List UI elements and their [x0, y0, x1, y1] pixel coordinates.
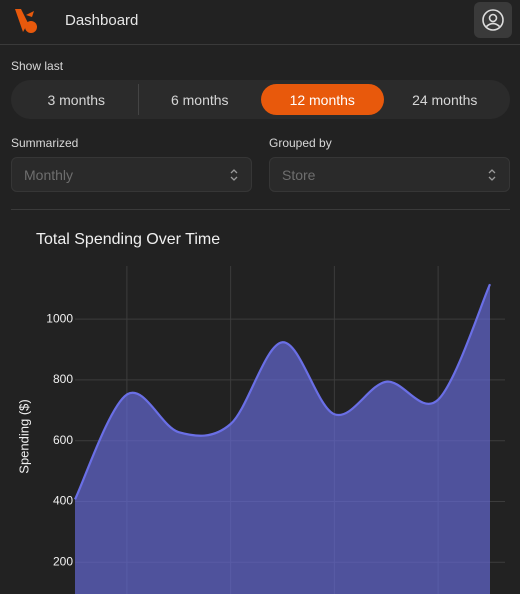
segment-option[interactable]: 6 months — [137, 84, 262, 115]
profile-button[interactable] — [474, 2, 512, 38]
divider — [11, 209, 510, 210]
show-last-label: Show last — [11, 59, 64, 73]
profile-icon — [482, 9, 504, 31]
summarized-label: Summarized — [11, 136, 79, 150]
grouped-by-label: Grouped by — [269, 136, 332, 150]
chart-title: Total Spending Over Time — [36, 231, 220, 248]
header: Dashboard — [0, 0, 520, 45]
select-value: Store — [282, 166, 316, 183]
summarized-select[interactable]: Monthly — [11, 157, 252, 192]
header-title: Dashboard — [65, 12, 139, 29]
line — [74, 283, 492, 500]
y-tick-label: 400 — [53, 494, 73, 508]
y-tick-label: 800 — [53, 372, 73, 386]
segmented-control: 3 months 6 months 12 months 24 months — [11, 80, 510, 119]
area — [75, 284, 490, 594]
chart: Total Spending Over Time Spending ($) 200… — [16, 231, 505, 594]
chevron — [230, 168, 238, 181]
y-tick-label: 600 — [53, 433, 73, 447]
segment-option[interactable]: 24 months — [412, 91, 478, 108]
segment-option[interactable]: 12 months — [261, 84, 384, 115]
select-value: Monthly — [24, 166, 74, 183]
grouped-by-select[interactable]: Store — [269, 157, 510, 192]
segment-option[interactable]: 3 months — [47, 91, 106, 108]
chevron — [488, 168, 496, 181]
y-tick-label: 200 — [53, 554, 73, 568]
logo[interactable] — [12, 6, 40, 36]
y-axis-label: Spending ($) — [16, 399, 31, 473]
y-tick-label: 1000 — [46, 311, 73, 325]
